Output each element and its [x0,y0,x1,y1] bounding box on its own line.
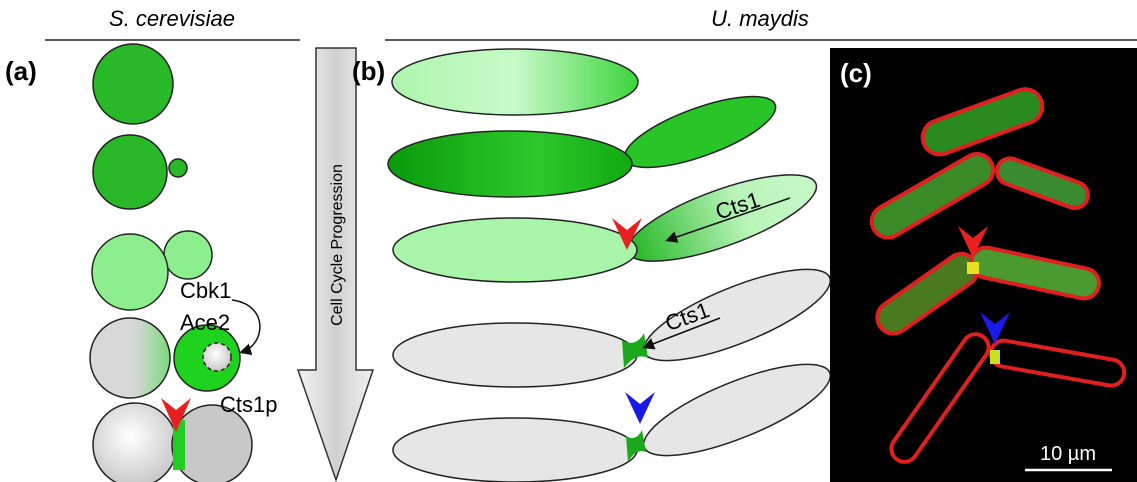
cell [388,131,632,197]
annotation: Cbk1 [180,278,231,303]
septum [622,333,648,368]
cell [617,82,784,182]
cell [169,159,187,177]
cell [634,347,840,474]
annotation: Cts1p [220,392,277,417]
cell [393,323,637,387]
arrowhead [625,392,655,424]
cell [393,418,637,482]
cell [93,403,177,482]
septum [626,430,646,462]
cell [92,234,168,310]
cell [93,135,167,209]
cell [93,44,173,124]
nucleus [203,343,231,371]
right-title: U. maydis [711,6,809,31]
cell [164,231,212,279]
septum-signal [967,262,979,274]
cell [392,49,638,115]
cell [90,318,170,398]
scale-label: 10 µm [1040,443,1096,465]
panel-label: (a) [5,56,37,86]
panel-label: (b) [352,56,385,86]
annotation: Ace2 [180,310,230,335]
panel-label: (c) [840,58,872,88]
septum-signal [990,350,1000,364]
figure: S. cerevisiae U. maydis (a) Cbk1 Ace2 Ct… [0,0,1137,482]
left-title: S. cerevisiae [109,6,235,31]
cell [393,218,637,282]
arrow-label: Cell Cycle Progression [329,164,346,326]
